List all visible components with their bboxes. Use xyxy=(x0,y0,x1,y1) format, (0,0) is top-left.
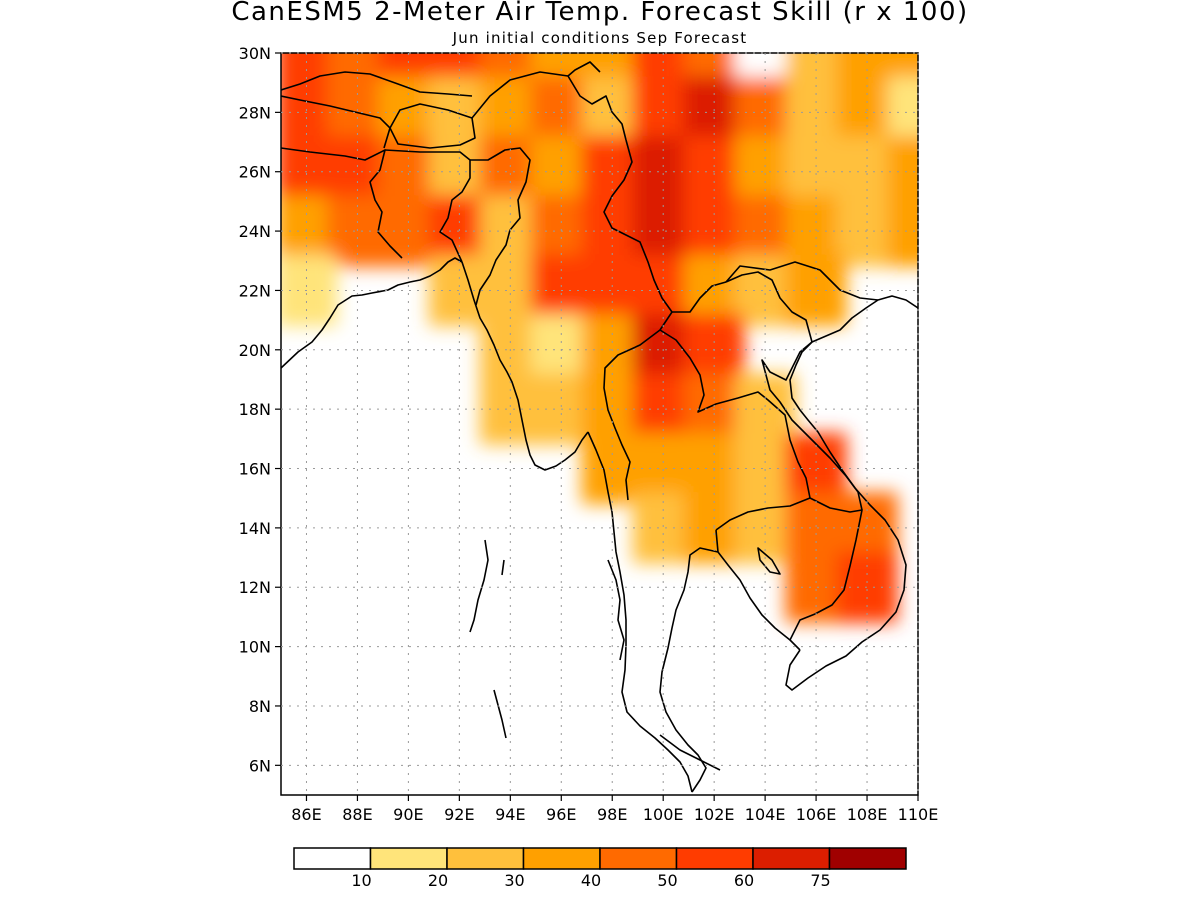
mergui-archipelago xyxy=(607,559,625,661)
colorbar-swatch xyxy=(599,847,678,870)
map-subtitle: Jun initial conditions Sep Forecast xyxy=(452,29,748,47)
lon-tick-label: 88E xyxy=(342,805,372,824)
map-title: CanESM5 2-Meter Air Temp. Forecast Skill… xyxy=(231,0,969,27)
lat-tick-label: 8N xyxy=(249,697,271,716)
tonle-sap-lake xyxy=(757,547,781,575)
skill-field xyxy=(281,53,918,623)
colorbar-swatch xyxy=(828,847,907,870)
colorbar-label: 60 xyxy=(734,871,754,890)
lon-tick-label: 98E xyxy=(597,805,627,824)
lon-tick-label: 90E xyxy=(393,805,423,824)
skill-cell xyxy=(581,432,643,505)
lat-tick-label: 30N xyxy=(239,44,271,63)
colorbar-label: 75 xyxy=(810,871,830,890)
lon-tick-label: 106E xyxy=(796,805,837,824)
colorbar-swatch xyxy=(675,847,754,870)
border-thailand-cambodia-south xyxy=(715,529,719,553)
border-laos-thailand xyxy=(659,329,811,499)
lat-tick-label: 22N xyxy=(239,281,271,300)
lat-tick-label: 26N xyxy=(239,163,271,182)
colorbar-label: 50 xyxy=(657,871,677,890)
coco-islands xyxy=(501,559,505,576)
lon-tick-label: 100E xyxy=(643,805,684,824)
lat-tick-label: 12N xyxy=(239,578,271,597)
lat-tick-label: 10N xyxy=(239,638,271,657)
coastline-india xyxy=(281,257,463,369)
colorbar-label: 30 xyxy=(504,871,524,890)
lat-tick-label: 24N xyxy=(239,222,271,241)
lat-tick-label: 20N xyxy=(239,341,271,360)
lat-tick-label: 16N xyxy=(239,460,271,479)
coastline-gulf-thailand xyxy=(659,547,801,793)
border-laos-vietnam xyxy=(761,341,863,511)
map-frame xyxy=(280,52,919,796)
border-myanmar-thailand xyxy=(603,311,673,501)
lat-tick-label: 28N xyxy=(239,103,271,122)
lon-tick-label: 108E xyxy=(847,805,888,824)
border-myanmar-china xyxy=(603,139,727,313)
colorbar-swatch xyxy=(293,847,372,870)
coastline-vietnam xyxy=(785,295,918,691)
lon-tick-label: 94E xyxy=(495,805,525,824)
border-india-china-ne xyxy=(471,71,627,141)
border-cambodia xyxy=(715,497,863,641)
lon-tick-label: 86E xyxy=(291,805,321,824)
colorbar-label: 10 xyxy=(351,871,371,890)
colorbar-swatch xyxy=(752,847,831,870)
colorbar-swatch xyxy=(369,847,448,870)
skill-cell xyxy=(887,195,918,267)
border-china-india-east xyxy=(567,61,601,77)
lat-tick-label: 14N xyxy=(239,519,271,538)
colorbar: 10 20 30 40 50 60 75 xyxy=(293,847,907,890)
colorbar-swatch xyxy=(446,847,525,870)
colorbar-label: 20 xyxy=(428,871,448,890)
lat-tick-label: 18N xyxy=(239,400,271,419)
border-bhutan xyxy=(389,103,476,149)
lon-tick-label: 110E xyxy=(898,805,939,824)
lon-tick-label: 104E xyxy=(745,805,786,824)
colorbar-swatch xyxy=(522,847,601,870)
coastline-myanmar-west xyxy=(461,261,589,471)
lon-tick-label: 96E xyxy=(546,805,576,824)
border-india-bangladesh-west xyxy=(281,147,403,259)
skill-cell xyxy=(836,551,898,623)
nicobar-islands xyxy=(493,689,507,739)
border-nepal-china xyxy=(281,71,473,97)
border-myanmar-india xyxy=(470,147,531,306)
colorbar-label: 40 xyxy=(581,871,601,890)
border-vietnam-china xyxy=(725,261,879,301)
border-bangladesh-north xyxy=(384,149,471,263)
axis-ticks: 30N 28N 26N 24N 22N 20N 18N 16N 14N 12N 10N 8N 6N 86E… xyxy=(239,44,939,824)
lon-tick-label: 102E xyxy=(694,805,735,824)
border-thailand-malaysia xyxy=(659,734,721,771)
lon-tick-label: 92E xyxy=(444,805,474,824)
coastlines-borders xyxy=(281,61,918,793)
andaman-islands xyxy=(469,539,489,633)
coastline-andaman-peninsula xyxy=(587,431,693,793)
border-laos-china-vietnam xyxy=(725,271,813,343)
lat-tick-label: 6N xyxy=(249,756,271,775)
